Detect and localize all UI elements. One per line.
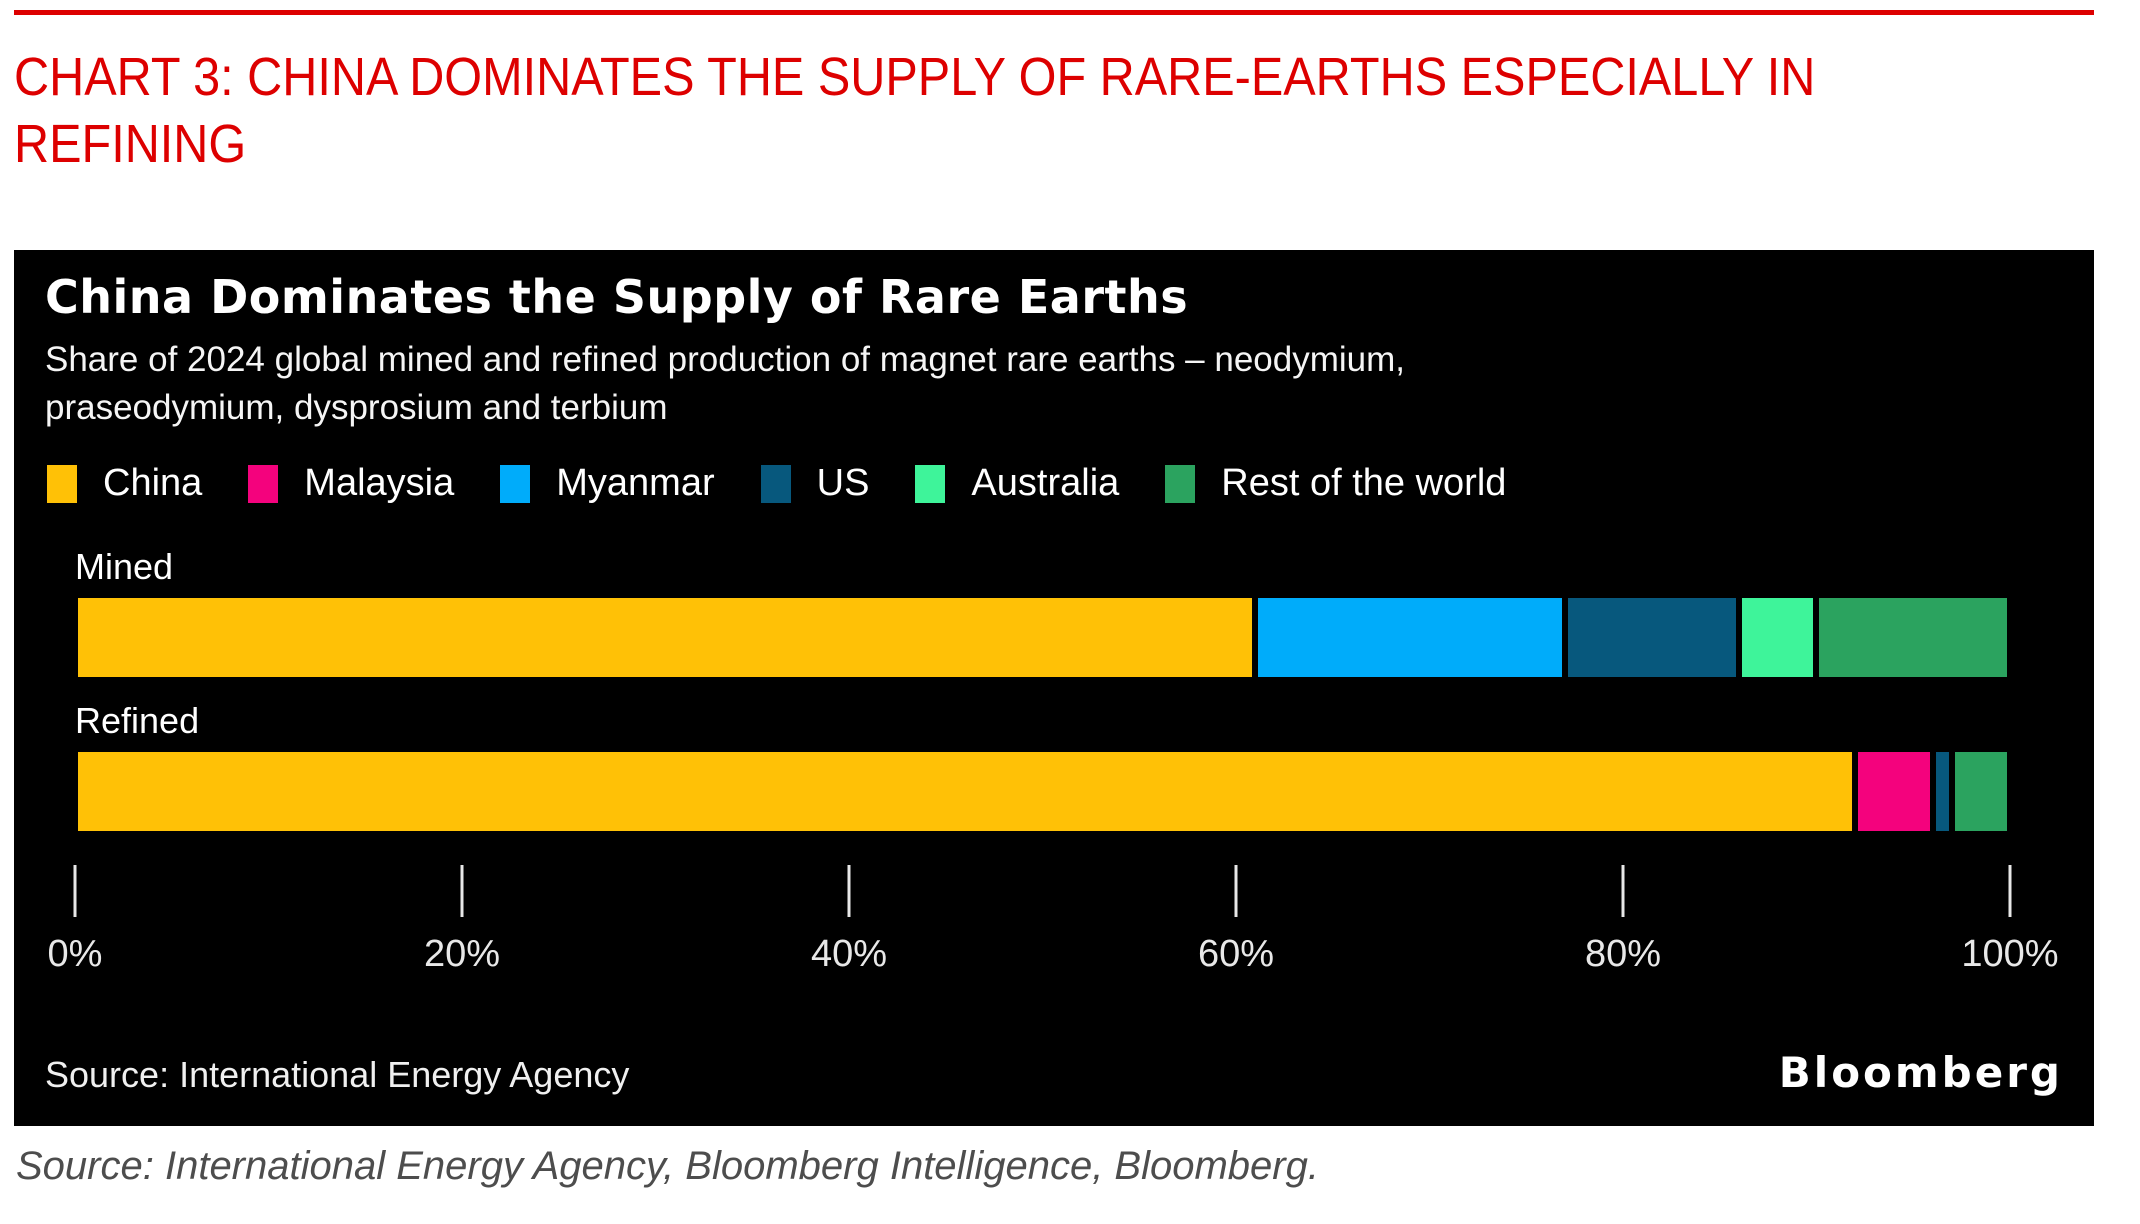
page-headline-line-2: REFINING (14, 114, 247, 174)
bar-segment-mined-australia (1739, 595, 1817, 680)
page-source-caption: Source: International Energy Agency, Blo… (16, 1144, 1319, 1188)
legend-swatch-malaysia (248, 464, 279, 503)
legend-item-rest-of-the-world: Rest of the world (1165, 462, 1506, 505)
x-axis-tick-label-40: 40% (810, 933, 888, 975)
chart-subtitle-line-1: Share of 2024 global mined and refined p… (45, 340, 1406, 379)
legend-swatch-rest-of-the-world (1165, 464, 1196, 503)
x-axis-tick-40 (847, 865, 851, 917)
legend-label-china: China (103, 462, 203, 504)
legend-swatch-china (47, 464, 77, 503)
legend-swatch-us (760, 464, 791, 503)
x-axis-tick-label-100: 100% (1961, 933, 2059, 975)
legend-label-rest-of-the-world: Rest of the world (1221, 462, 1507, 504)
top-red-rule (14, 10, 2094, 15)
chart-subtitle-line-2: praseodymium, dysprosium and terbium (45, 388, 668, 427)
bar-segment-refined-china (75, 749, 1856, 834)
bar-segment-mined-china (75, 595, 1256, 680)
x-axis-tick-0 (73, 865, 77, 917)
x-axis-tick-60 (1234, 865, 1238, 917)
bar-label-mined: Mined (75, 546, 174, 587)
bar-segment-mined-rest-of-the-world (1816, 595, 2010, 680)
x-axis-tick-80 (1621, 865, 1625, 917)
panel-footer: Source: International Energy Agency Bloo… (45, 1048, 2063, 1097)
bar-label-refined: Refined (75, 700, 200, 741)
chart-subtitle: Share of 2024 global mined and refined p… (45, 336, 1405, 432)
x-axis-tick-label-60: 60% (1197, 933, 1275, 975)
legend-label-malaysia: Malaysia (304, 462, 455, 504)
x-axis: 0% 20% 40% 60% 80% 100% (48, 865, 2059, 980)
bar-segment-refined-rest-of-the-world (1951, 749, 2010, 834)
x-axis-tick-label-0: 0% (47, 933, 103, 975)
legend-label-us: US (816, 462, 870, 504)
page-headline-line-1: CHART 3: CHINA DOMINATES THE SUPPLY OF R… (14, 47, 1816, 107)
legend-item-australia: Australia (915, 462, 1119, 505)
legend-swatch-australia (915, 464, 946, 503)
legend-item-us: US (760, 462, 870, 505)
bloomberg-logo: Bloomberg (1778, 1048, 2063, 1097)
x-axis-tick-100 (2008, 865, 2012, 917)
legend-item-china: China (47, 462, 202, 505)
bar-segment-refined-malaysia (1855, 749, 1933, 834)
legend-label-myanmar: Myanmar (556, 462, 715, 504)
bar-refined (75, 749, 2010, 834)
bar-segment-mined-us (1564, 595, 1740, 680)
legend-item-malaysia: Malaysia (248, 462, 454, 505)
chart-panel: China Dominates the Supply of Rare Earth… (14, 250, 2094, 1126)
bar-segment-refined-us (1932, 749, 1952, 834)
legend: China Malaysia Myanmar US Australia Rest of t… (47, 462, 1506, 505)
legend-label-australia: Australia (971, 462, 1120, 504)
legend-swatch-myanmar (500, 464, 531, 503)
bar-segment-mined-myanmar (1255, 595, 1565, 680)
bar-mined (75, 595, 2010, 680)
x-axis-tick-label-20: 20% (423, 933, 501, 975)
x-axis-tick-20 (460, 865, 464, 917)
legend-item-myanmar: Myanmar (500, 462, 715, 505)
page-headline: CHART 3: CHINA DOMINATES THE SUPPLY OF R… (14, 44, 1913, 178)
chart-source: Source: International Energy Agency (45, 1054, 630, 1095)
x-axis-tick-label-80: 80% (1584, 933, 1662, 975)
chart-title: China Dominates the Supply of Rare Earth… (45, 270, 1189, 324)
bar-rows: Mined Refined (75, 546, 2010, 834)
